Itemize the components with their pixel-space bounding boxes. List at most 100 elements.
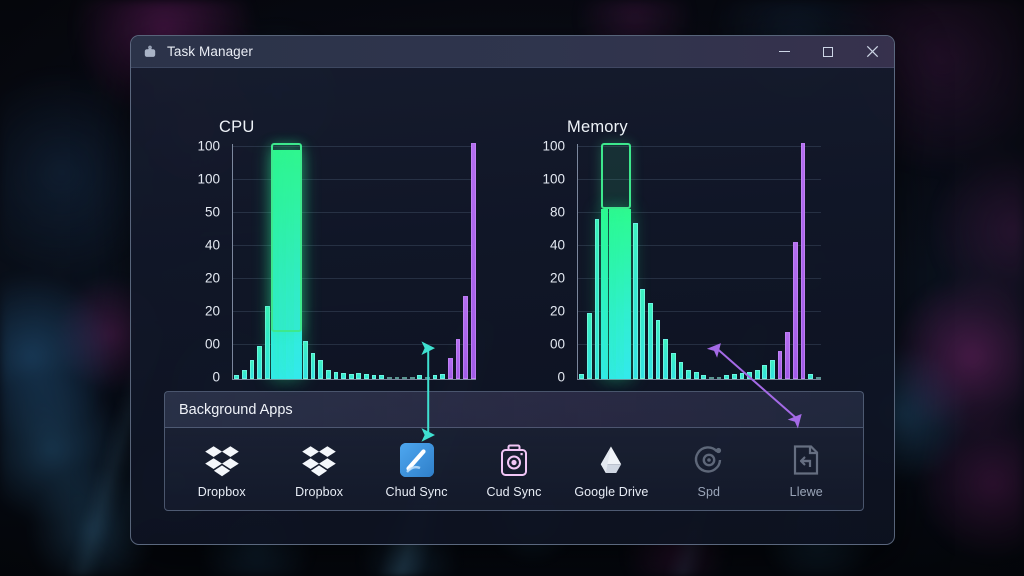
task-manager-window: Task Manager CPU 100 100 50 xyxy=(130,35,895,545)
bar xyxy=(402,376,407,379)
app-item-cud-sync[interactable]: Cud Sync xyxy=(465,442,562,499)
gridline xyxy=(233,311,476,312)
bar xyxy=(440,374,446,379)
bar xyxy=(579,374,585,379)
bar xyxy=(447,357,453,379)
bar xyxy=(670,353,676,379)
minimize-button[interactable] xyxy=(762,36,806,67)
bar xyxy=(762,364,768,379)
bar xyxy=(808,374,813,379)
app-label: Dropbox xyxy=(295,484,344,499)
bar xyxy=(333,371,339,379)
cpu-ytick: 50 xyxy=(204,204,220,220)
bar xyxy=(655,320,661,379)
memory-selection-box[interactable] xyxy=(600,143,632,210)
app-item-dropbox[interactable]: Dropbox xyxy=(173,442,270,499)
bar xyxy=(356,373,362,379)
chud-sync-icon xyxy=(399,442,435,478)
bar xyxy=(777,350,783,379)
memory-ytick: 100 xyxy=(542,171,565,187)
cpu-ytick: 100 xyxy=(197,171,220,187)
llewe-icon xyxy=(788,442,824,478)
background-apps-header: Background Apps xyxy=(165,392,863,428)
bar xyxy=(623,209,632,379)
bar xyxy=(594,218,600,379)
bar xyxy=(386,376,392,379)
google-drive-icon xyxy=(593,442,629,478)
app-item-dropbox[interactable]: Dropbox xyxy=(270,442,367,499)
bar xyxy=(815,376,821,379)
window-controls xyxy=(762,36,894,67)
gridline xyxy=(578,245,821,246)
bar xyxy=(693,371,699,379)
bar xyxy=(792,242,798,379)
bar xyxy=(616,209,624,379)
maximize-button[interactable] xyxy=(806,36,850,67)
app-item-llewe[interactable]: Llewe xyxy=(758,442,855,499)
window-titlebar[interactable]: Task Manager xyxy=(131,36,894,68)
memory-ytick: 40 xyxy=(549,237,565,253)
bar xyxy=(234,375,240,379)
cpu-bar-series xyxy=(233,143,476,379)
memory-plot-wrap: 100 100 80 40 20 20 00 0 xyxy=(531,139,821,385)
bar xyxy=(341,373,346,379)
bar xyxy=(785,331,791,379)
bar xyxy=(724,375,730,379)
bar xyxy=(640,289,646,379)
bar xyxy=(417,375,423,379)
cpu-ytick: 00 xyxy=(204,336,220,352)
bar xyxy=(678,362,684,379)
gridline xyxy=(578,146,821,147)
cpu-ytick: 20 xyxy=(204,303,220,319)
bar xyxy=(432,375,438,379)
bar xyxy=(608,209,617,379)
bar xyxy=(348,374,354,379)
gridline xyxy=(578,344,821,345)
cpu-plot-wrap: 100 100 50 40 20 20 00 0 xyxy=(186,139,476,385)
bar xyxy=(709,376,714,379)
cpu-y-axis: 100 100 50 40 20 20 00 0 xyxy=(186,139,226,385)
cpu-selection-box[interactable] xyxy=(271,143,302,332)
memory-ytick: 80 xyxy=(549,204,565,220)
spd-icon xyxy=(691,442,727,478)
bar xyxy=(632,223,638,379)
app-item-google-drive[interactable]: Google Drive xyxy=(563,442,660,499)
app-item-spd[interactable]: Spd xyxy=(660,442,757,499)
background-apps-title: Background Apps xyxy=(179,401,293,418)
memory-ytick: 20 xyxy=(549,270,565,286)
bar xyxy=(379,375,385,379)
performance-charts: CPU 100 100 50 40 20 20 00 0 xyxy=(131,68,894,385)
bar xyxy=(770,360,775,379)
app-label: Llewe xyxy=(789,484,823,499)
bar xyxy=(409,376,415,379)
app-label: Google Drive xyxy=(574,484,649,499)
bar xyxy=(663,338,669,379)
bar xyxy=(470,143,476,379)
window-title: Task Manager xyxy=(167,44,253,59)
cpu-ytick: 20 xyxy=(204,270,220,286)
bar xyxy=(264,305,270,379)
gridline xyxy=(233,278,476,279)
minimize-icon xyxy=(778,51,790,52)
bar xyxy=(394,376,400,379)
bar xyxy=(286,150,294,379)
memory-ytick: 100 xyxy=(542,138,565,154)
gridline xyxy=(233,212,476,213)
bar xyxy=(686,369,691,379)
bar xyxy=(318,360,324,379)
dropbox-icon xyxy=(301,442,337,478)
app-label: Chud Sync xyxy=(385,484,448,499)
bar xyxy=(463,296,468,379)
app-item-chud-sync[interactable]: Chud Sync xyxy=(368,442,465,499)
bar xyxy=(800,143,806,379)
app-label: Dropbox xyxy=(197,484,246,499)
cpu-ytick: 100 xyxy=(197,138,220,154)
cpu-chart-title: CPU xyxy=(219,118,255,136)
bar xyxy=(303,341,308,379)
bar xyxy=(278,150,287,379)
gridline xyxy=(578,212,821,213)
close-button[interactable] xyxy=(850,36,894,67)
bar xyxy=(257,345,263,379)
memory-chart-title: Memory xyxy=(567,118,628,136)
bar xyxy=(587,312,592,379)
